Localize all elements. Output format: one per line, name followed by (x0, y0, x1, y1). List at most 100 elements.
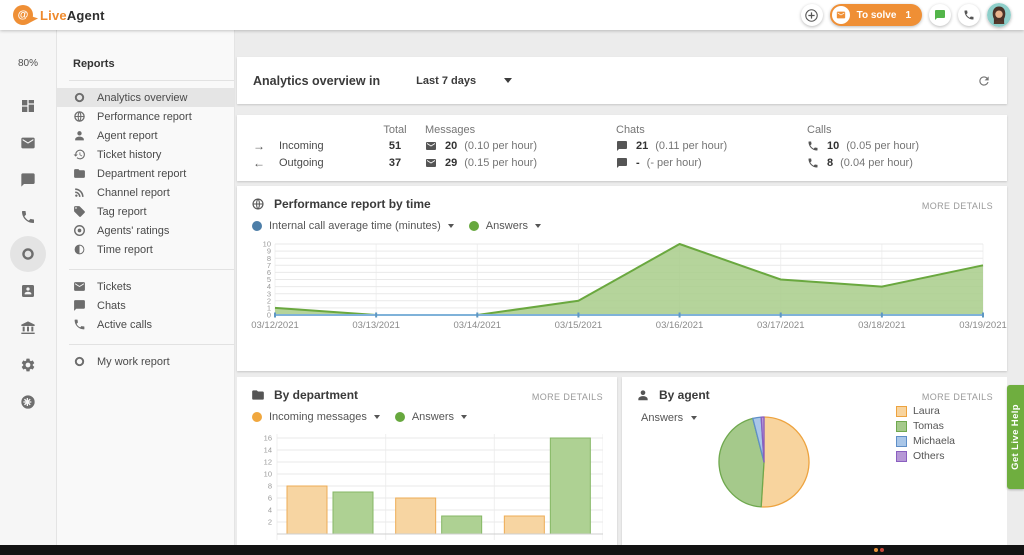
col-header-total: Total (383, 124, 407, 136)
chevron-down-icon (504, 78, 513, 83)
performance-more-details[interactable]: MORE DETAILS (921, 201, 993, 211)
chat-icon (21, 173, 35, 187)
incoming-total: 51 (388, 140, 402, 152)
rail-item-customers[interactable] (10, 273, 46, 309)
report-item-performance-report[interactable]: Performance report (57, 107, 234, 126)
chat-icon (935, 10, 945, 20)
agent-legend-item-tomas: Tomas (895, 420, 955, 432)
chevron-down-icon (461, 415, 468, 419)
envelope-icon (831, 6, 850, 24)
svg-text:03/15/2021: 03/15/2021 (555, 320, 603, 331)
legend-swatch (895, 405, 907, 417)
report-item-active-calls[interactable]: Active calls (57, 315, 234, 334)
to-solve-count: 1 (905, 9, 911, 21)
svg-text:8: 8 (267, 254, 271, 263)
legend-swatch (895, 420, 907, 432)
left-rail-items (10, 88, 46, 421)
stats-summary-card: Total Messages Chats Calls → Incoming 51… (237, 115, 1007, 181)
row-label-incoming: Incoming (279, 140, 324, 152)
report-item-my-work-report[interactable]: My work report (57, 352, 234, 371)
svg-text:10: 10 (263, 240, 271, 249)
report-item-tag-report[interactable]: Tag report (57, 202, 234, 221)
phone-icon (964, 10, 974, 20)
legend-incoming-messages-dropdown[interactable]: Incoming messages (252, 411, 380, 423)
main-content: Analytics overview in Last 7 days Total … (235, 30, 1007, 545)
person-icon (75, 131, 84, 141)
agent-legend-item-laura: Laura (895, 405, 955, 417)
legend-answers-dropdown[interactable]: Answers (394, 411, 468, 423)
agent-metric-dropdown[interactable]: Answers (641, 412, 993, 424)
divider (69, 344, 234, 345)
by-agent-title: By agent (636, 388, 993, 402)
svg-text:5: 5 (267, 275, 271, 284)
svg-text:9: 9 (267, 247, 271, 256)
calls-button[interactable] (958, 4, 980, 26)
rail-item-calls[interactable] (10, 199, 46, 235)
svg-text:8: 8 (268, 482, 272, 491)
folder-icon (74, 169, 85, 178)
tag-icon (74, 206, 85, 217)
taskbar (0, 545, 1024, 555)
performance-title: Performance report by time (251, 197, 993, 211)
grid-icon (22, 100, 34, 112)
globe-icon (252, 198, 264, 210)
incoming-chats: 21 (0.11 per hour) (616, 140, 807, 152)
add-button[interactable] (800, 4, 823, 26)
rail-item-chats[interactable] (10, 162, 46, 198)
chevron-down-icon (691, 416, 698, 420)
phone-icon (22, 211, 34, 223)
legend-dot-green (468, 221, 479, 231)
svg-text:10: 10 (264, 470, 272, 479)
rail-item-tickets[interactable] (10, 125, 46, 161)
left-icon-rail: 80% (0, 30, 57, 545)
user-avatar[interactable] (987, 3, 1011, 27)
legend-internal-call-dropdown[interactable]: Internal call average time (minutes) (252, 220, 454, 232)
report-item-department-report[interactable]: Department report (57, 164, 234, 183)
top-bar: @ LiveAgent To solve 1 (0, 0, 1024, 30)
agent-more-details[interactable]: MORE DETAILS (921, 392, 993, 402)
rail-item-dashboard[interactable] (10, 88, 46, 124)
report-item-agents-ratings[interactable]: Agents' ratings (57, 221, 234, 240)
col-header-chats: Chats (616, 124, 645, 136)
report-item-channel-report[interactable]: Channel report (57, 183, 234, 202)
rail-item-more[interactable] (10, 384, 46, 420)
chat-icon (74, 300, 85, 311)
report-item-time-report[interactable]: Time report (57, 240, 234, 259)
by-department-card: By department MORE DETAILS Incoming mess… (237, 377, 617, 545)
agent-legend-item-michaela: Michaela (895, 435, 955, 447)
svg-text:03/16/2021: 03/16/2021 (656, 320, 704, 331)
donut-icon (22, 248, 34, 260)
history-icon (73, 149, 85, 160)
contrast-icon (74, 244, 85, 255)
to-solve-button[interactable]: To solve 1 (829, 4, 922, 26)
report-item-analytics-overview[interactable]: Analytics overview (57, 88, 234, 107)
date-range-dropdown[interactable]: Last 7 days (416, 75, 513, 87)
outgoing-chats: - (- per hour) (616, 157, 807, 169)
divider (69, 269, 234, 270)
chats-button[interactable] (929, 4, 951, 26)
by-agent-card: By agent MORE DETAILS Answers Laura Tomas… (622, 377, 1007, 545)
mail-icon (21, 137, 35, 149)
report-item-ticket-history[interactable]: Ticket history (57, 145, 234, 164)
svg-text:4: 4 (267, 282, 271, 291)
department-bar-chart: 16 14 12 10 8 6 4 2 (251, 430, 603, 540)
agent-legend-item-others: Others (895, 450, 955, 462)
rail-item-billing[interactable] (10, 310, 46, 346)
rail-item-settings[interactable] (10, 347, 46, 383)
chevron-down-icon (447, 224, 454, 228)
report-item-agent-report[interactable]: Agent report (57, 126, 234, 145)
svg-text:3: 3 (267, 289, 271, 298)
rail-item-reports[interactable] (10, 236, 46, 272)
report-item-chats[interactable]: Chats (57, 296, 234, 315)
get-live-help-tab[interactable]: Get Live Help (1007, 385, 1024, 489)
outgoing-messages: 29 (0.15 per hour) (425, 157, 616, 169)
legend-answers-dropdown[interactable]: Answers (468, 220, 541, 232)
refresh-button[interactable] (977, 74, 991, 88)
svg-text:0: 0 (267, 311, 271, 320)
report-item-tickets[interactable]: Tickets (57, 277, 234, 296)
department-more-details[interactable]: MORE DETAILS (531, 392, 603, 402)
outgoing-total: 37 (388, 157, 402, 169)
svg-text:7: 7 (267, 261, 271, 270)
person-icon (638, 390, 648, 401)
svg-text:2: 2 (267, 296, 271, 305)
